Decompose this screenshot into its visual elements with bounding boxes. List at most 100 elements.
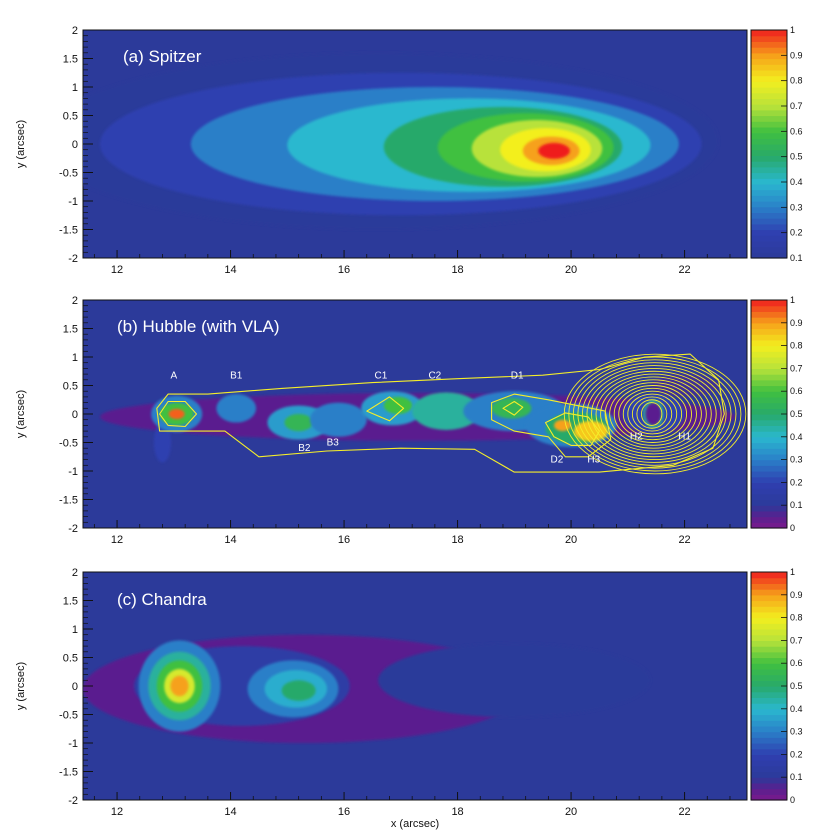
y-tick-label: -0.5: [59, 168, 78, 180]
colorbar-label: 0.7: [790, 363, 803, 373]
colorbar-label: 0.2: [790, 228, 803, 238]
y-tick-label: -1: [68, 466, 78, 478]
colorbar: 1 0.9 0.8 0.7 0.6 0.5 0.4 0.3 0.2 0.1 0: [750, 567, 803, 805]
vla-contour-ring: [609, 382, 697, 446]
colorbar-label: 0.3: [790, 727, 803, 737]
feature-label: B3: [327, 437, 340, 448]
x-tick-label: 12: [111, 264, 123, 276]
colorbar-swatch: [751, 126, 787, 134]
colorbar-swatch: [751, 374, 787, 381]
x-tick-label: 16: [338, 264, 350, 276]
intensity-blob: [216, 394, 257, 423]
x-tick-label: 14: [224, 534, 236, 546]
colorbar-swatch: [751, 149, 787, 156]
colorbar-label: 1: [790, 567, 795, 577]
colorbar-swatch: [751, 686, 787, 693]
colorbar-swatch: [751, 328, 787, 335]
colorbar-swatch: [751, 115, 787, 122]
colorbar-swatch: [751, 754, 787, 761]
colorbar-swatch: [751, 166, 787, 174]
colorbar-label: 1: [790, 295, 795, 305]
x-tick-label: 20: [565, 806, 577, 818]
x-tick-label: 16: [338, 534, 350, 546]
colorbar-frame: [750, 29, 788, 259]
vla-contour-ring: [622, 390, 683, 438]
colorbar-swatch: [751, 697, 787, 704]
colorbar-swatch: [751, 334, 787, 341]
intensity-blob: [284, 414, 313, 432]
colorbar-swatch: [751, 782, 787, 790]
feature-label: C1: [375, 371, 388, 382]
colorbar-label: 0.5: [790, 152, 803, 162]
colorbar-swatch: [751, 317, 787, 324]
colorbar-swatch: [751, 771, 787, 778]
colorbar-swatch: [751, 743, 787, 750]
y-tick-label: 2: [72, 25, 78, 37]
colorbar-label: 0.4: [790, 432, 803, 442]
colorbar-swatch: [751, 391, 787, 398]
y-tick-label: 1: [72, 82, 78, 94]
x-tick-label: 14: [224, 806, 236, 818]
colorbar-swatch: [751, 510, 787, 518]
y-tick-label: 1: [72, 624, 78, 636]
colorbar-label: 0.3: [790, 202, 803, 212]
colorbar-swatch: [751, 183, 787, 191]
colorbar-swatch: [751, 691, 787, 698]
colorbar-swatch: [751, 714, 787, 721]
colorbar-swatch: [751, 794, 787, 801]
panel-spitzer: (a) Spitzer 12 14 16 18 20 2221.510.50-0.5-1-…: [15, 25, 803, 276]
colorbar-label: 0.7: [790, 635, 803, 645]
feature-label: H3: [587, 454, 600, 465]
colorbar-swatch: [751, 206, 787, 213]
colorbar-swatch: [751, 680, 787, 687]
vla-contour-ring: [613, 385, 692, 443]
colorbar-swatch: [751, 482, 787, 489]
heatmap-layer: [83, 52, 719, 230]
feature-label: C2: [428, 371, 441, 382]
feature-label: B2: [298, 443, 311, 454]
y-tick-label: -2: [68, 795, 78, 807]
colorbar-swatch: [751, 516, 787, 523]
colorbar-swatch: [751, 178, 787, 185]
colorbar-label: 1: [790, 25, 795, 35]
intensity-blob: [554, 419, 572, 432]
x-tick-label: 18: [451, 264, 463, 276]
x-tick-label: 12: [111, 534, 123, 546]
y-tick-label: -2: [68, 523, 78, 535]
colorbar-swatch: [751, 52, 787, 60]
colorbar-swatch: [751, 708, 787, 716]
colorbar-swatch: [751, 75, 787, 82]
colorbar-swatch: [751, 600, 787, 607]
intensity-blob: [378, 643, 651, 718]
colorbar-swatch: [751, 493, 787, 501]
colorbar-swatch: [751, 594, 787, 602]
colorbar-swatch: [751, 765, 787, 773]
colorbar-swatch: [751, 634, 787, 641]
colorbar-swatch: [751, 788, 787, 795]
panel-title: (c) Chandra: [117, 590, 207, 609]
colorbar-label: 0: [790, 795, 795, 805]
intensity-blob: [153, 422, 171, 463]
y-tick-label: 1.5: [63, 54, 78, 66]
colorbar-swatch: [751, 311, 787, 318]
colorbar-label: 0.2: [790, 749, 803, 759]
colorbar-label: 0.5: [790, 409, 803, 419]
colorbar-swatch: [751, 731, 787, 738]
vla-contour-ring: [591, 370, 717, 458]
vla-contour-ring: [572, 359, 737, 469]
colorbar-swatch: [751, 646, 787, 653]
colorbar-label: 0.1: [790, 253, 803, 263]
colorbar-swatch: [751, 240, 787, 248]
colorbar-swatch: [751, 305, 787, 312]
colorbar-swatch: [751, 589, 787, 596]
y-tick-label: 2: [72, 567, 78, 579]
colorbar-swatch: [751, 138, 787, 145]
panel-chandra: (c) Chandra 12 14 16 18 20 2221.510.50-0.5-1-…: [15, 567, 803, 818]
x-tick-label: 22: [678, 534, 690, 546]
colorbar-swatch: [751, 674, 787, 681]
colorbar-swatch: [751, 414, 787, 421]
colorbar-label: 0.7: [790, 101, 803, 111]
colorbar-swatch: [751, 58, 787, 65]
colorbar-swatch: [751, 725, 787, 733]
